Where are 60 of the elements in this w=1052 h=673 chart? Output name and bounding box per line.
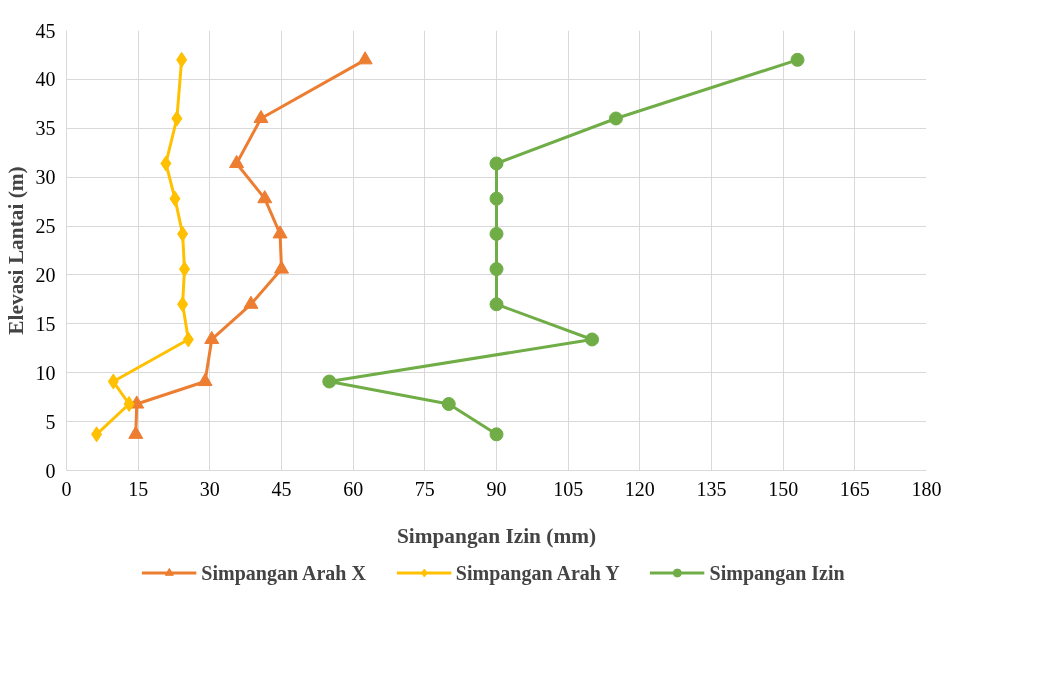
point [790, 52, 805, 67]
point [489, 226, 504, 241]
y-tick-label: 30 [35, 166, 56, 189]
x-tick-label: 0 [61, 477, 72, 500]
y-tick-label: 35 [35, 117, 56, 140]
x-tick-label: 75 [414, 477, 435, 500]
point [176, 51, 188, 68]
point [441, 397, 456, 411]
y-axis-title: Elevasi Lantai (m) [3, 166, 28, 335]
legend-label: Simpangan Arah Y [455, 561, 620, 584]
y-tick-label: 0 [45, 459, 56, 482]
point [489, 427, 504, 442]
y-tick-label: 45 [35, 19, 56, 42]
point [177, 296, 189, 313]
point [91, 426, 103, 443]
point [197, 372, 213, 387]
point [489, 262, 504, 277]
x-tick-label: 45 [271, 477, 292, 500]
y-tick-label: 40 [35, 68, 56, 91]
point [177, 225, 189, 242]
y-tick-label: 25 [35, 215, 56, 238]
point [182, 331, 194, 348]
point [608, 111, 623, 126]
point [274, 260, 289, 274]
point [243, 295, 259, 309]
point [169, 190, 181, 207]
point [489, 156, 504, 171]
y-tick-label: 5 [45, 410, 56, 433]
legend-label: Simpangan Arah X [201, 561, 366, 584]
x-axis-title: Simpangan Izin (mm) [396, 523, 597, 548]
point [179, 261, 191, 278]
point [171, 110, 183, 127]
point [489, 297, 504, 312]
x-tick-label: 135 [696, 477, 727, 500]
point [489, 191, 504, 206]
x-tick-label: 15 [128, 477, 149, 500]
x-tick-label: 120 [624, 477, 655, 500]
x-tick-label: 180 [911, 477, 942, 500]
point [272, 225, 288, 239]
y-tick-label: 20 [35, 263, 56, 286]
point [257, 190, 273, 204]
point [229, 154, 245, 169]
point [357, 51, 373, 65]
point [253, 109, 269, 124]
x-tick-label: 30 [199, 477, 220, 500]
point [204, 330, 220, 345]
x-tick-label: 60 [343, 477, 364, 500]
legend-label: Simpangan Izin [709, 561, 845, 584]
x-tick-label: 150 [768, 477, 799, 500]
point [107, 373, 119, 390]
point [160, 155, 172, 172]
x-tick-label: 105 [553, 477, 584, 500]
y-tick-label: 10 [35, 361, 56, 384]
point [128, 425, 144, 439]
x-tick-label: 165 [839, 477, 870, 500]
y-tick-label: 15 [35, 312, 56, 335]
point [123, 396, 135, 413]
point [322, 374, 337, 389]
x-tick-label: 90 [486, 477, 507, 500]
point [585, 332, 600, 347]
